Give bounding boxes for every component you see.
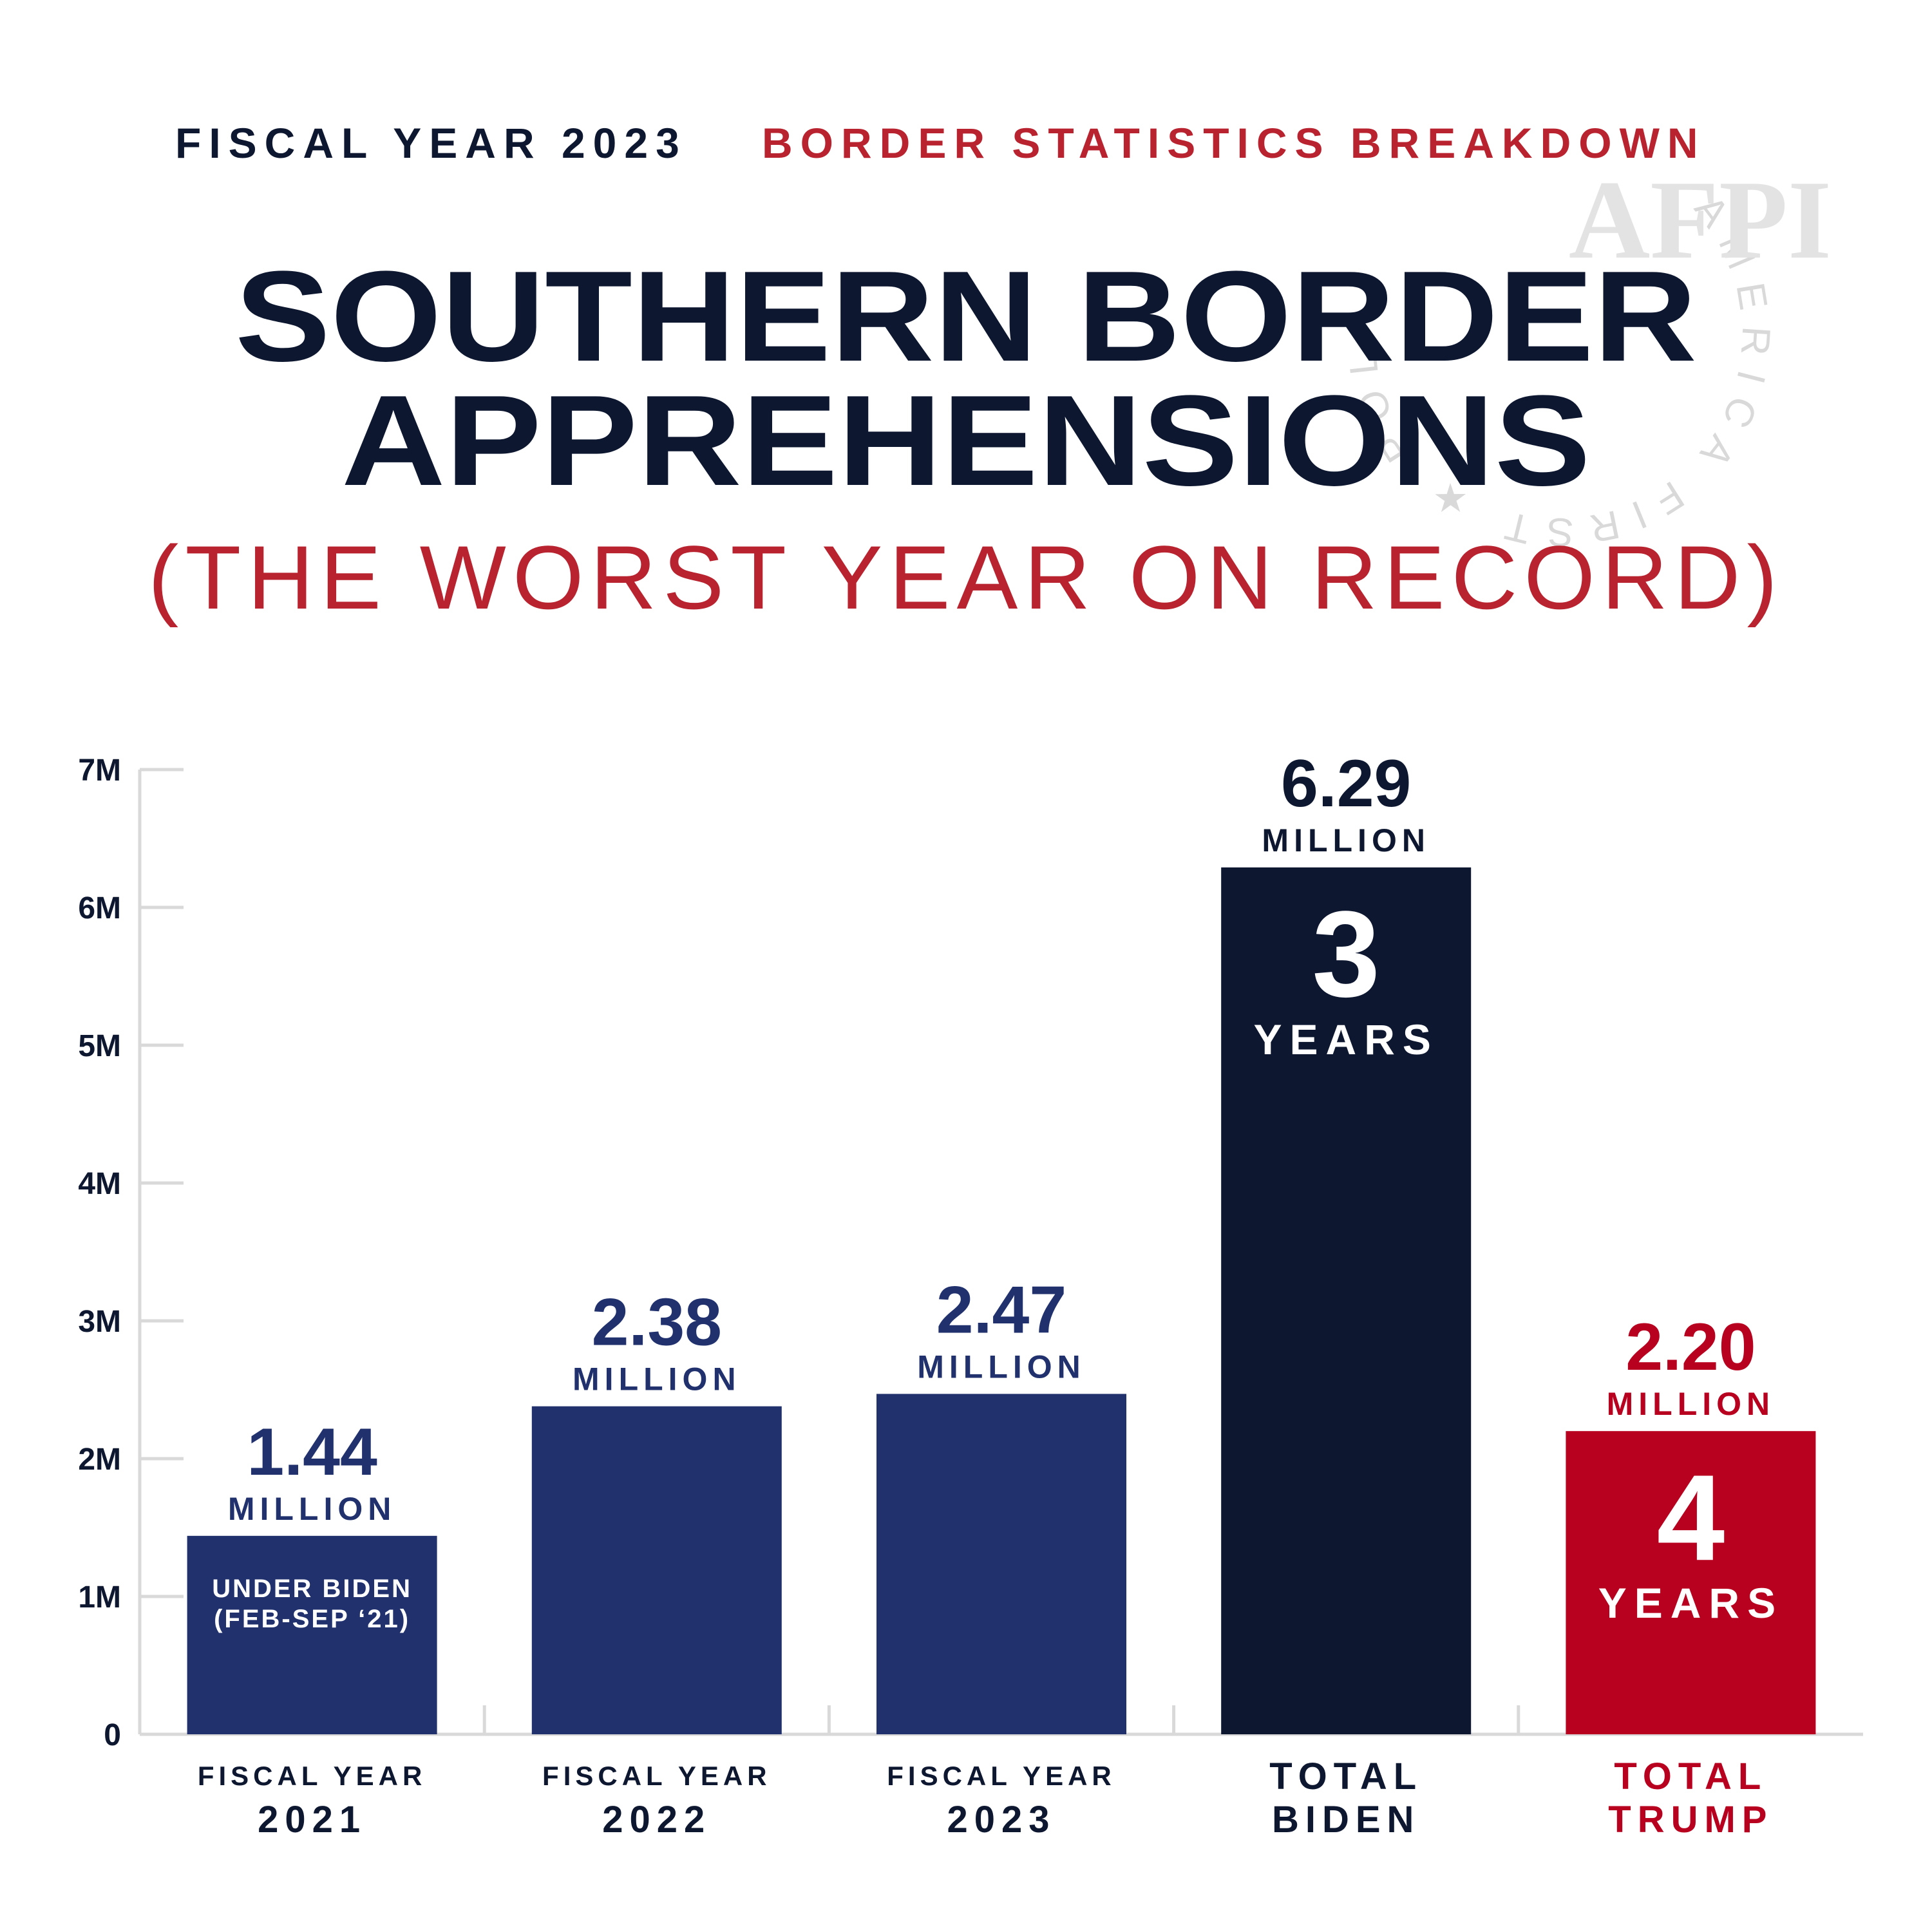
category-label-line2: 2021 bbox=[258, 1799, 366, 1841]
page-title-line1: SOUTHERN BORDER bbox=[235, 245, 1697, 388]
bar bbox=[876, 1394, 1126, 1734]
page-subtitle: (THE WORST YEAR ON RECORD) bbox=[148, 527, 1784, 628]
category-label-line2: BIDEN bbox=[1272, 1799, 1420, 1841]
bar bbox=[187, 1535, 437, 1734]
category-label-line2: 2022 bbox=[602, 1799, 711, 1841]
bar-inner-unit: YEARS bbox=[1254, 1016, 1439, 1063]
bar-value-label: 2.38 bbox=[592, 1285, 722, 1360]
page-title-line2: APPREHENSIONS bbox=[341, 369, 1591, 513]
bar-unit-label: MILLION bbox=[1607, 1386, 1776, 1422]
bar-inner-label: UNDER BIDEN bbox=[212, 1575, 412, 1603]
category-label-line2: 2023 bbox=[947, 1799, 1056, 1841]
category-label-line1: FISCAL YEAR bbox=[542, 1761, 772, 1791]
bar-value-label: 6.29 bbox=[1281, 746, 1411, 821]
y-tick-label: 3M bbox=[78, 1305, 121, 1339]
bar-value-label: 2.47 bbox=[936, 1273, 1066, 1347]
bar-value-label: 1.44 bbox=[247, 1415, 377, 1490]
y-tick-label: 7M bbox=[78, 753, 121, 788]
bar-inner-number: 4 bbox=[1657, 1450, 1725, 1586]
category-label-line1: TOTAL bbox=[1269, 1756, 1423, 1797]
kicker-left: FISCAL YEAR 2023 bbox=[175, 119, 687, 167]
category-label-line2: TRUMP bbox=[1608, 1799, 1773, 1841]
y-tick-label: 4M bbox=[78, 1167, 121, 1201]
category-label-line1: FISCAL YEAR bbox=[887, 1761, 1116, 1791]
y-tick-label: 2M bbox=[78, 1443, 121, 1477]
y-tick-label: 0 bbox=[104, 1718, 121, 1752]
header: FISCAL YEAR 2023 BORDER STATISTICS BREAK… bbox=[148, 119, 1784, 628]
bar-value-label: 2.20 bbox=[1625, 1310, 1756, 1385]
bar-unit-label: MILLION bbox=[228, 1491, 397, 1527]
y-tick-label: 5M bbox=[78, 1029, 121, 1063]
bar-inner-number: 3 bbox=[1312, 886, 1380, 1023]
y-tick-label: 1M bbox=[78, 1580, 121, 1615]
seal-logo-text: AFPI bbox=[1569, 157, 1832, 282]
bar-unit-label: MILLION bbox=[917, 1349, 1086, 1385]
bar bbox=[1566, 1431, 1816, 1734]
y-tick-group: 0 1M 2M 3M 4M 5M 6M 7M bbox=[78, 753, 184, 1752]
bar-inner-sublabel: (FEB-SEP ‘21) bbox=[214, 1605, 410, 1633]
bar bbox=[531, 1406, 782, 1734]
bar-unit-label: MILLION bbox=[1262, 822, 1430, 858]
x-tick-group bbox=[482, 1705, 1520, 1734]
category-label-line1: FISCAL YEAR bbox=[198, 1761, 427, 1791]
category-label-line1: TOTAL bbox=[1614, 1756, 1767, 1797]
kicker-right: BORDER STATISTICS BREAKDOWN bbox=[762, 119, 1706, 167]
bar bbox=[1221, 867, 1472, 1734]
bar-unit-label: MILLION bbox=[573, 1361, 741, 1397]
bar-inner-unit: YEARS bbox=[1598, 1579, 1783, 1627]
y-tick-label: 6M bbox=[78, 891, 121, 925]
